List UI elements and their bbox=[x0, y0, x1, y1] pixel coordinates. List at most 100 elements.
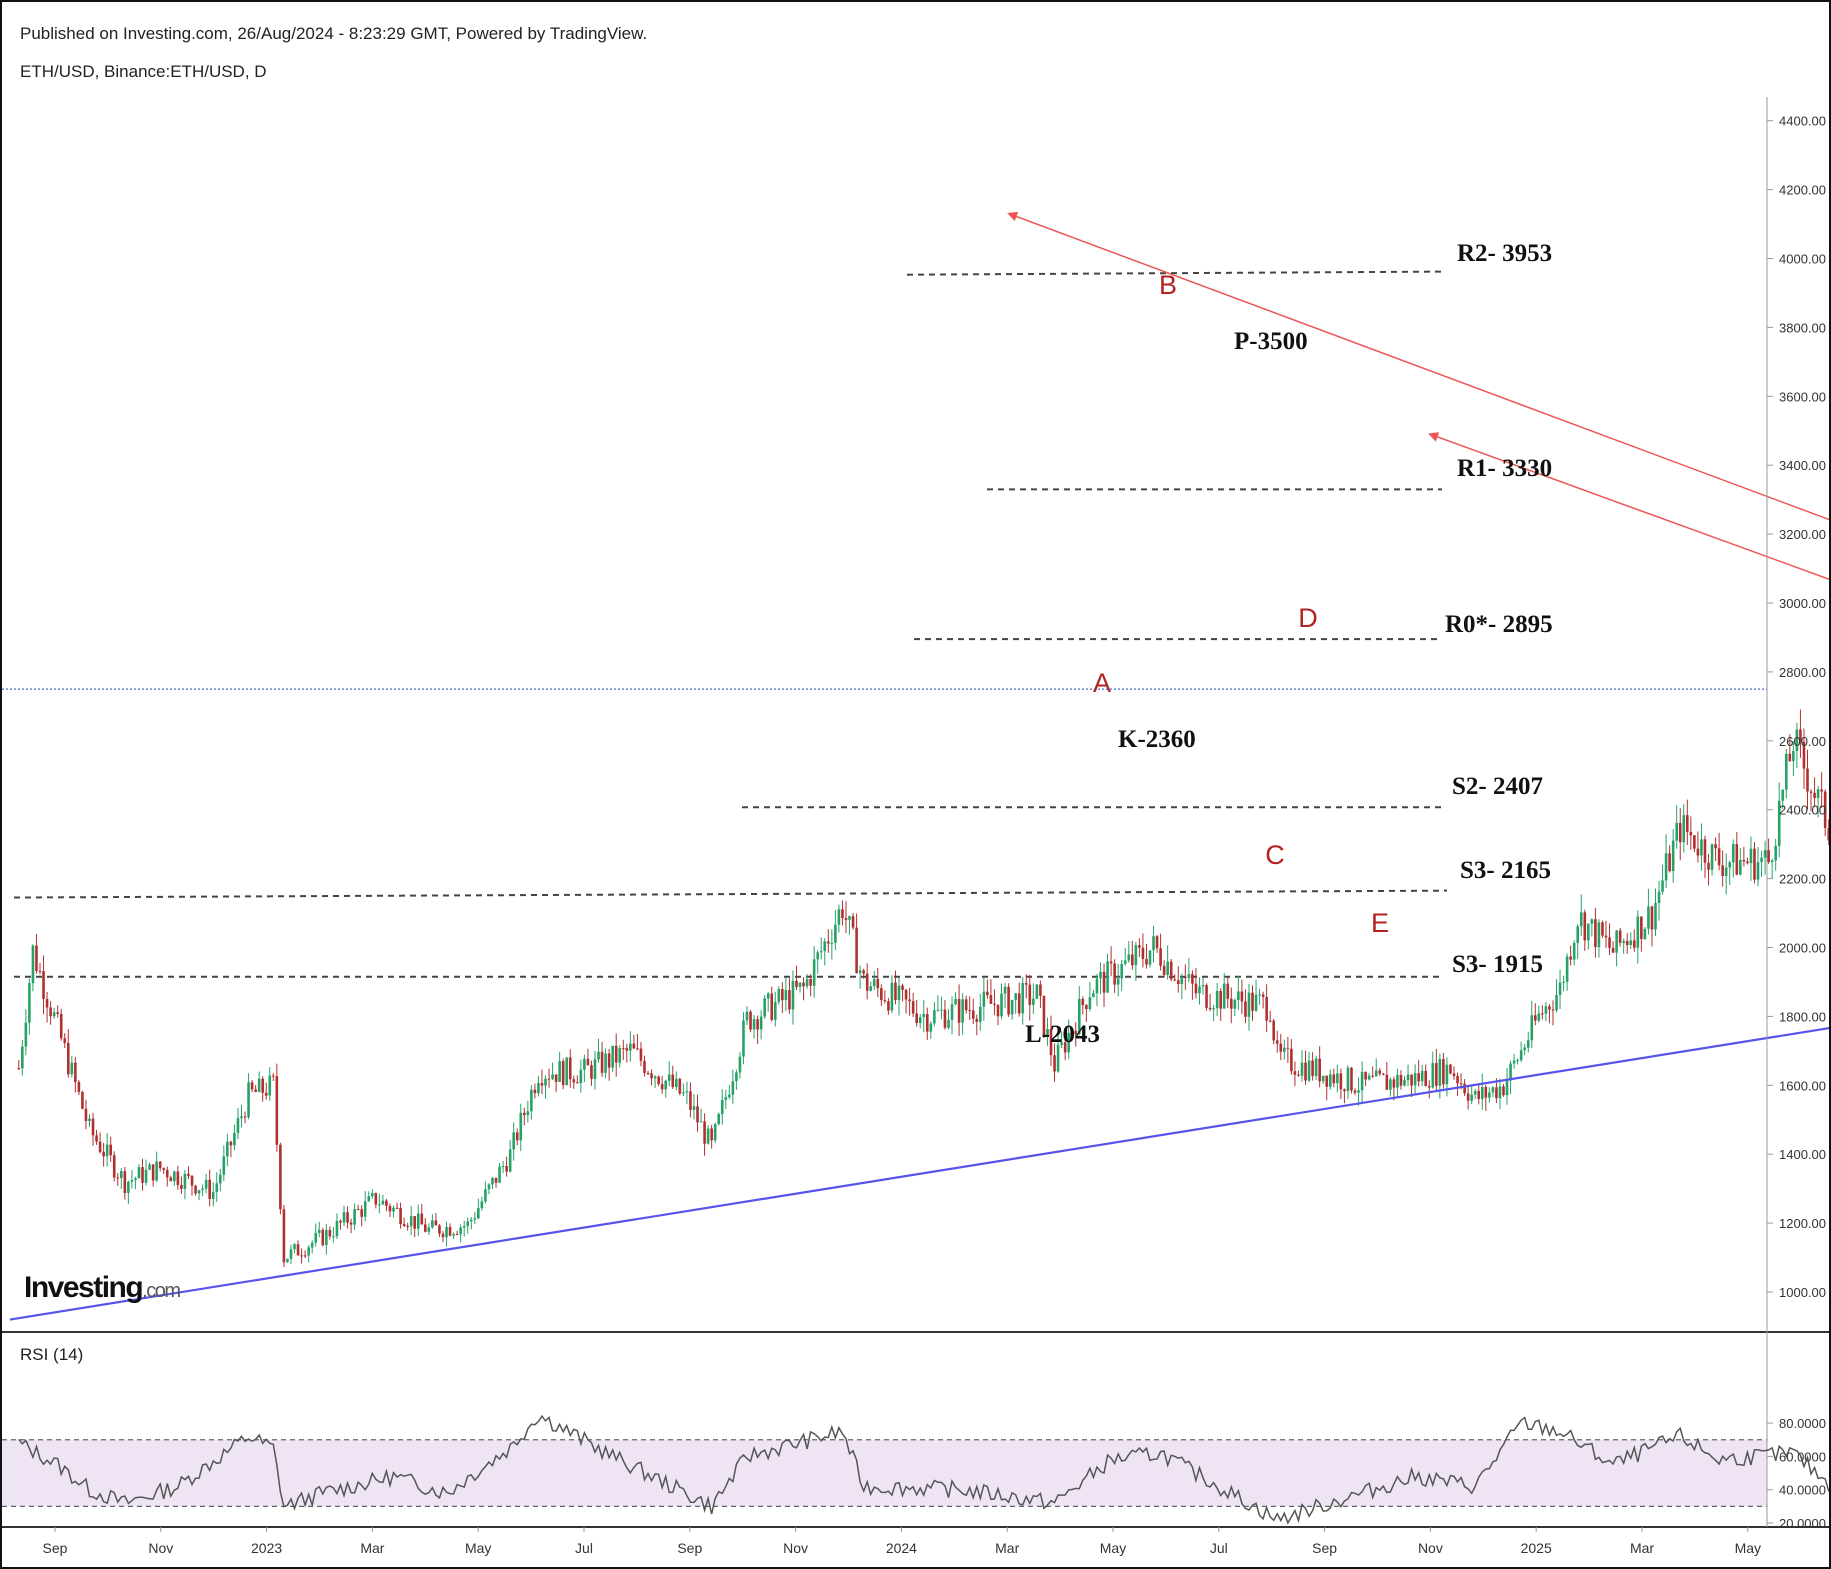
candle-body bbox=[522, 1112, 526, 1116]
price-tick-label: 2000.00 bbox=[1779, 941, 1826, 956]
time-tick-label: Jul bbox=[575, 1540, 593, 1556]
candle-body bbox=[918, 1017, 922, 1024]
candle-body bbox=[17, 1068, 21, 1070]
price-tick-label: 2200.00 bbox=[1779, 872, 1826, 887]
level-label: P-3500 bbox=[1234, 328, 1308, 355]
candle-body bbox=[526, 1111, 530, 1116]
candle-body bbox=[1689, 831, 1693, 836]
candle-body bbox=[805, 979, 809, 987]
price-tick-label: 4200.00 bbox=[1779, 183, 1826, 198]
candle-body bbox=[671, 1074, 675, 1087]
candle-body bbox=[604, 1053, 607, 1073]
candle-body bbox=[1618, 930, 1622, 943]
candle-body bbox=[632, 1043, 636, 1049]
candle-body bbox=[802, 982, 805, 987]
candle-body bbox=[402, 1224, 406, 1226]
candle-body bbox=[929, 1023, 933, 1032]
price-tick-label: 1400.00 bbox=[1779, 1147, 1826, 1162]
candle-body bbox=[519, 1112, 523, 1141]
candle-body bbox=[699, 1121, 703, 1123]
candle-body bbox=[477, 1208, 480, 1219]
price-tick-label: 2600.00 bbox=[1779, 734, 1826, 749]
candle-body bbox=[1424, 1070, 1428, 1087]
price-tick-label: 3200.00 bbox=[1779, 527, 1826, 542]
candle-body bbox=[1654, 903, 1657, 930]
candle-body bbox=[1116, 978, 1120, 985]
candle-body bbox=[484, 1189, 487, 1202]
candle-body bbox=[1028, 984, 1032, 1005]
candle-body bbox=[208, 1179, 211, 1199]
candle-body bbox=[409, 1216, 413, 1227]
candle-body bbox=[1092, 993, 1095, 998]
candle-body bbox=[1700, 839, 1703, 856]
candle-body bbox=[28, 983, 31, 1023]
candle-body bbox=[1544, 1006, 1548, 1014]
candle-body bbox=[332, 1236, 335, 1238]
candle-body bbox=[1594, 919, 1597, 948]
rsi-line bbox=[18, 1414, 1829, 1525]
candle-body bbox=[957, 999, 961, 1023]
candle-body bbox=[388, 1205, 392, 1212]
candle-body bbox=[1297, 1074, 1300, 1076]
candle-body bbox=[597, 1051, 600, 1060]
candle-body bbox=[1788, 753, 1792, 762]
candle-body bbox=[1671, 840, 1675, 872]
candle-body bbox=[1827, 828, 1829, 841]
candle-body bbox=[759, 1016, 763, 1030]
candle-body bbox=[317, 1229, 321, 1233]
candle-body bbox=[1198, 986, 1201, 994]
candle-body bbox=[544, 1078, 547, 1086]
candle-body bbox=[434, 1220, 438, 1226]
candle-body bbox=[1184, 976, 1187, 979]
candle-body bbox=[1410, 1074, 1413, 1086]
candle-body bbox=[243, 1116, 247, 1118]
candle-body bbox=[24, 1022, 28, 1047]
candle-body bbox=[660, 1084, 664, 1090]
candle-body bbox=[1261, 994, 1265, 998]
candle-body bbox=[1017, 993, 1021, 1014]
level-label: K-2360 bbox=[1118, 726, 1196, 753]
candle-body bbox=[1640, 916, 1643, 939]
candle-body bbox=[667, 1074, 671, 1081]
candle-body bbox=[1724, 867, 1728, 877]
candle-body bbox=[1445, 1064, 1449, 1085]
candle-body bbox=[469, 1219, 473, 1222]
candle-body bbox=[1247, 992, 1251, 1017]
candle-body bbox=[1420, 1070, 1424, 1082]
rsi-tick-label: 60.0000 bbox=[1779, 1449, 1826, 1464]
candle-body bbox=[883, 1000, 887, 1002]
candle-body bbox=[385, 1200, 388, 1206]
candle-body bbox=[1286, 1047, 1290, 1049]
candle-body bbox=[491, 1177, 494, 1185]
candle-body bbox=[1502, 1086, 1505, 1096]
candle-body bbox=[1456, 1076, 1459, 1084]
candle-body bbox=[35, 945, 38, 971]
candle-body bbox=[45, 998, 49, 1008]
candle-body bbox=[979, 1006, 982, 1022]
candle-body bbox=[296, 1244, 300, 1256]
candle-body bbox=[940, 1009, 943, 1011]
candle-body bbox=[968, 1010, 972, 1012]
candle-body bbox=[1537, 1013, 1541, 1021]
candle-body bbox=[798, 982, 802, 988]
candle-body bbox=[1816, 789, 1820, 798]
candle-body bbox=[710, 1128, 713, 1141]
candle-body bbox=[540, 1083, 544, 1086]
candle-body bbox=[650, 1073, 653, 1079]
candle-body bbox=[936, 1009, 940, 1011]
candle-body bbox=[533, 1089, 537, 1094]
candle-body bbox=[1000, 993, 1003, 1017]
rsi-tick-label: 80.0000 bbox=[1779, 1416, 1826, 1431]
candle-body bbox=[1823, 791, 1827, 829]
candle-body bbox=[1435, 1063, 1438, 1086]
candle-body bbox=[1604, 935, 1608, 938]
candle-body bbox=[1643, 928, 1647, 939]
candle-body bbox=[993, 1003, 996, 1005]
candle-body bbox=[1237, 991, 1240, 1001]
candle-body bbox=[880, 988, 883, 1001]
candle-body bbox=[1714, 844, 1717, 849]
candle-body bbox=[1442, 1059, 1445, 1085]
candle-body bbox=[123, 1171, 127, 1193]
candle-body bbox=[257, 1078, 261, 1092]
wave-arrows-group: A B C D E bbox=[1007, 211, 1829, 938]
